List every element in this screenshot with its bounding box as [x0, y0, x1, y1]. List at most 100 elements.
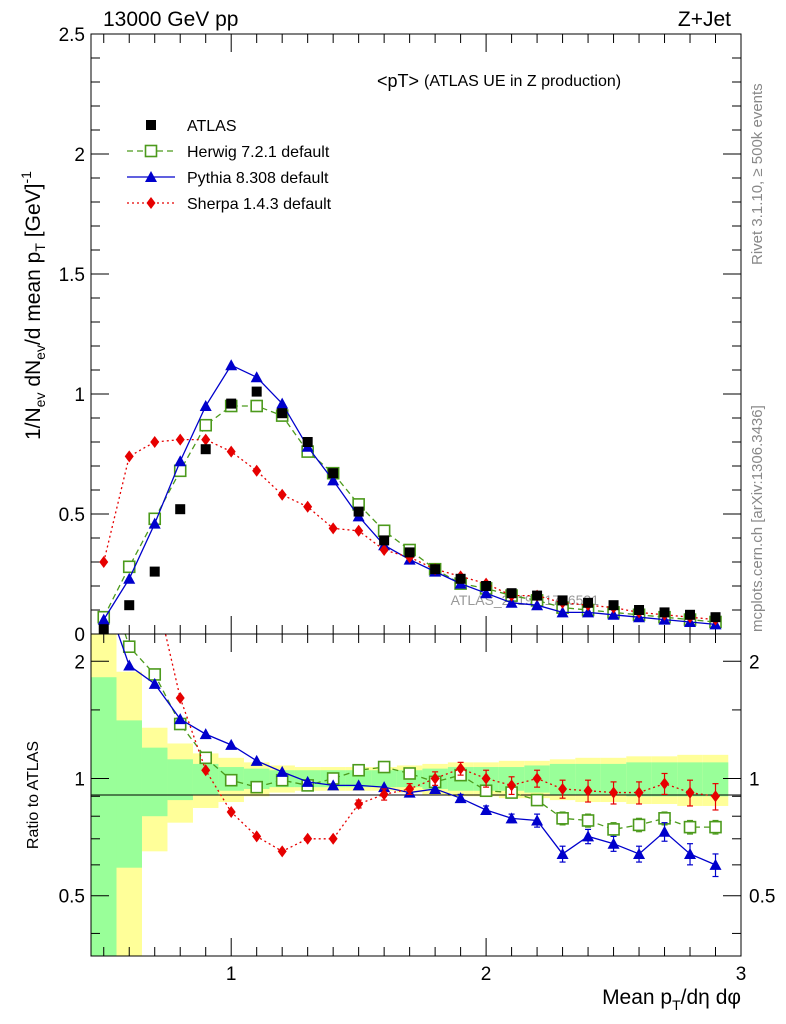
plot-title-sub: (ATLAS UE in Z production)	[424, 73, 621, 90]
ratio-data-point	[505, 812, 518, 824]
legend-label: Sherpa 1.4.3 default	[187, 196, 332, 213]
ratio-y-tick-label: 1	[74, 769, 85, 790]
main-data-point	[404, 547, 415, 558]
ratio-data-point	[252, 830, 262, 843]
ratio-data-point	[507, 779, 517, 792]
main-data-point	[226, 398, 237, 409]
legend-label: Herwig 7.2.1 default	[187, 144, 330, 161]
main-data-point	[276, 397, 289, 409]
ratio-data-point	[99, 315, 108, 327]
main-data-point	[226, 445, 236, 458]
ratio-stat-uncertainty-band	[345, 770, 372, 788]
main-data-point	[379, 544, 389, 556]
ratio-stat-uncertainty-band	[116, 720, 142, 868]
main-data-point	[277, 408, 288, 419]
main-data-point	[199, 418, 213, 432]
main-data-point	[174, 455, 187, 467]
main-data-point	[659, 607, 670, 618]
main-data-point	[634, 605, 645, 615]
main-series-pythia	[97, 359, 722, 630]
main-data-point	[98, 624, 109, 634]
ratio-data-point	[403, 767, 416, 780]
ratio-x-tick-label: 1	[226, 964, 237, 985]
ratio-data-point	[582, 830, 595, 842]
ratio-data-point	[352, 763, 365, 777]
main-series-herwig	[97, 399, 722, 629]
main-data-point	[250, 371, 263, 383]
ratio-data-point	[224, 773, 238, 787]
ratio-data-point	[327, 779, 340, 791]
main-data-point	[175, 433, 185, 446]
ratio-data-point	[122, 640, 136, 653]
ratio-series-sherpa	[99, 315, 721, 858]
ratio-data-point	[429, 782, 442, 794]
main-data-point	[455, 573, 466, 584]
legend-marker	[144, 144, 158, 158]
main-data-point	[124, 450, 134, 463]
main-data-point	[480, 587, 493, 599]
main-data-point	[506, 588, 517, 599]
ratio-plot-panel: 0.5 0.5 1 1 2 2 1 2 3	[59, 315, 775, 985]
rivet-version-label: Rivet 3.1.10, ≥ 500k events	[749, 83, 766, 265]
ratio-x-tick-label: 2	[481, 964, 492, 985]
ratio-data-point	[201, 764, 211, 777]
ratio-data-point	[125, 464, 134, 476]
ratio-data-point	[583, 784, 593, 797]
legend-item: ATLAS	[146, 118, 237, 135]
ratio-y-axis-title: Ratio to ATLAS	[25, 741, 42, 849]
ratio-stat-uncertainty-band	[91, 677, 117, 956]
ratio-data-point	[199, 728, 212, 740]
legend-marker	[146, 120, 156, 130]
ratio-data-point	[250, 780, 263, 794]
ratio-data-point	[98, 587, 110, 598]
ratio-data-point	[709, 858, 722, 870]
ratio-data-point	[303, 832, 313, 845]
ratio-data-point	[658, 825, 671, 837]
main-y-tick-label: 2.5	[59, 25, 85, 46]
ratio-data-point	[685, 786, 695, 799]
ratio-data-point	[123, 659, 136, 671]
main-data-point	[685, 609, 696, 620]
main-data-point	[123, 572, 136, 584]
ratio-data-point	[379, 788, 389, 801]
main-data-point	[199, 400, 212, 411]
ratio-data-point	[531, 814, 544, 826]
ratio-data-point	[684, 847, 697, 859]
ratio-data-point	[250, 754, 263, 766]
ratio-data-point	[683, 820, 697, 834]
svg-text:1/Nev dNev/d mean pT [GeV]-1: 1/Nev dNev/d mean pT [GeV]-1	[18, 171, 48, 440]
main-data-point	[252, 464, 262, 477]
ratio-y-tick-label: 2	[74, 652, 85, 673]
ratio-data-point	[556, 847, 569, 859]
main-data-point	[557, 595, 568, 606]
mcplots-label: mcplots.cern.ch [arXiv:1306.3436]	[749, 405, 766, 632]
main-data-point	[327, 474, 340, 486]
ratio-data-point	[711, 790, 721, 803]
ratio-y-tick-label-right: 0.5	[749, 887, 775, 908]
main-data-point	[302, 437, 313, 447]
ratio-y-tick-label-right: 1	[749, 769, 760, 790]
main-data-point	[251, 386, 262, 397]
ratio-data-point	[634, 786, 644, 799]
main-y-axis-title: 1/Nev dNev/d mean pT [GeV]-1	[18, 171, 48, 440]
ratio-data-point	[377, 760, 391, 774]
legend-item: Herwig 7.2.1 default	[127, 144, 330, 161]
ratio-data-point	[301, 775, 314, 787]
main-series-atlas	[98, 386, 721, 634]
main-series-line	[103, 405, 716, 623]
ratio-data-point	[276, 765, 289, 777]
ratio-data-point	[225, 738, 238, 750]
main-data-point	[583, 597, 594, 608]
ratio-data-point	[226, 806, 236, 819]
ratio-data-point	[456, 762, 466, 775]
ratio-data-point	[632, 818, 646, 832]
ratio-data-point	[454, 792, 467, 804]
ratio-data-point	[480, 803, 493, 815]
ratio-data-point	[352, 779, 365, 791]
main-data-point	[250, 399, 263, 413]
legend-item: Sherpa 1.4.3 default	[127, 196, 332, 213]
ratio-data-point	[481, 772, 491, 785]
ratio-data-point	[609, 786, 619, 799]
main-data-point	[175, 504, 186, 515]
ratio-stat-uncertainty-band	[167, 759, 193, 801]
